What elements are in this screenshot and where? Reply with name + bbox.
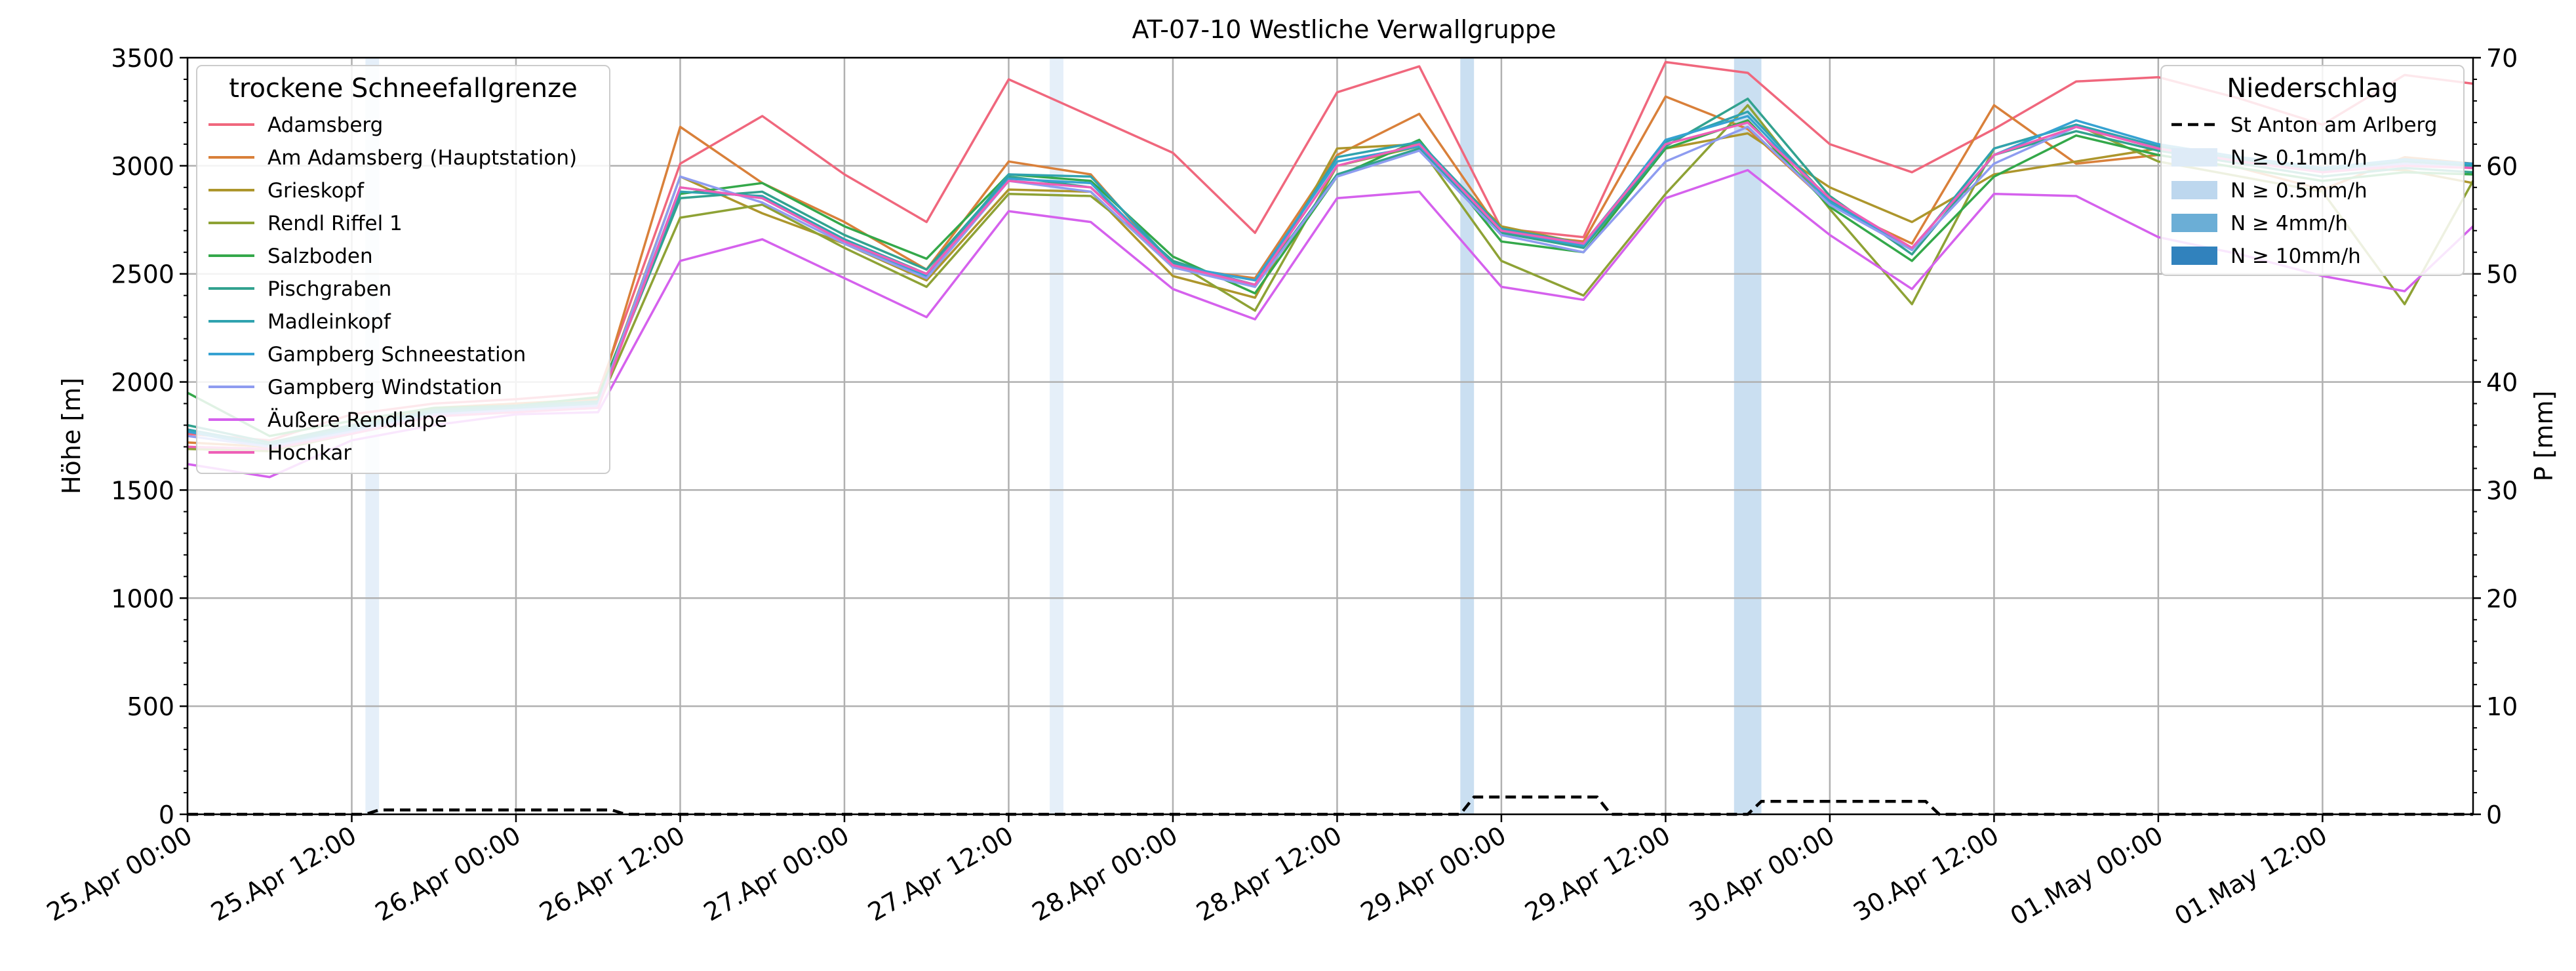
snowline-legend: trockene Schneefallgrenze Adamsberg Am Ada…: [196, 65, 610, 474]
precip-band: [1734, 58, 1762, 814]
chart-title: AT-07-10 Westliche Verwallgruppe: [1132, 15, 1556, 44]
legend-label: N ≥ 4mm/h: [2230, 212, 2348, 235]
y-axis-label-right: P [mm]: [2529, 391, 2558, 482]
legend-label: Gampberg Schneestation: [268, 343, 526, 367]
legend-box: [196, 65, 610, 474]
y-tick-label-right: 0: [2486, 801, 2502, 829]
y-tick-label-right: 10: [2486, 692, 2518, 721]
legend-label: N ≥ 0.5mm/h: [2230, 179, 2368, 203]
legend-label: Am Adamsberg (Hauptstation): [268, 146, 577, 170]
y-tick-label-left: 3000: [111, 152, 174, 181]
y-tick-label-left: 0: [159, 801, 174, 829]
legend-label: Gampberg Windstation: [268, 376, 502, 399]
y-tick-label-right: 60: [2486, 152, 2518, 181]
y-tick-label-left: 1500: [111, 476, 174, 505]
legend-label: N ≥ 10mm/h: [2230, 245, 2361, 268]
legend-label: Hochkar: [268, 441, 351, 465]
y-tick-label-right: 40: [2486, 368, 2518, 397]
legend-label: Rendl Riffel 1: [268, 212, 403, 235]
legend-swatch: [2171, 247, 2217, 265]
y-tick-label-right: 70: [2486, 44, 2518, 73]
y-axis-label-left: Höhe [m]: [57, 378, 86, 494]
legend-label: N ≥ 0.1mm/h: [2230, 146, 2368, 170]
plot-frame: [186, 56, 2474, 816]
y-tick-label-right: 30: [2486, 476, 2518, 505]
legend-box: [2160, 65, 2465, 276]
legend-swatch: [2171, 214, 2217, 232]
legend-label: Salzboden: [268, 245, 373, 268]
legend-swatch: [2171, 148, 2217, 167]
legend-label: St Anton am Arlberg: [2230, 113, 2437, 137]
legend-label: Äußere Rendlalpe: [268, 408, 447, 432]
legend-label: Madleinkopf: [268, 310, 391, 334]
precip-legend: Niederschlag St Anton am Arlberg N ≥ 0.1mm…: [2160, 65, 2465, 276]
y-tick-label-left: 500: [127, 692, 174, 721]
legend-label: Pischgraben: [268, 277, 391, 301]
y-tick-label-left: 2000: [111, 368, 174, 397]
precip-band: [1050, 58, 1063, 814]
precip-cumulative-line: [188, 795, 2473, 816]
y-tick-label-right: 50: [2486, 260, 2518, 289]
legend-title: Niederschlag: [2227, 73, 2398, 104]
y-tick-label-left: 1000: [111, 584, 174, 613]
precip-band: [1460, 58, 1475, 814]
y-tick-label-left: 3500: [111, 44, 174, 73]
y-tick-label-right: 20: [2486, 584, 2518, 613]
legend-swatch: [2171, 181, 2217, 199]
legend-label: Grieskopf: [268, 179, 365, 203]
legend-label: Adamsberg: [268, 113, 383, 137]
legend-title: trockene Schneefallgrenze: [229, 73, 577, 104]
precip-line: [188, 795, 2473, 816]
y-tick-label-left: 2500: [111, 260, 174, 289]
